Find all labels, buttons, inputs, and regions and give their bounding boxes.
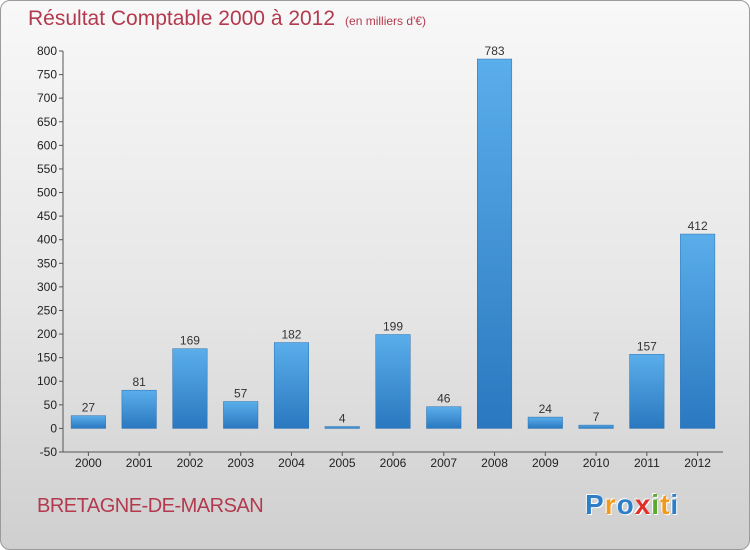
value-label-2000: 27 <box>82 401 96 415</box>
y-tick-label: 150 <box>37 351 57 365</box>
bar-2010 <box>578 424 614 429</box>
value-label-2009: 24 <box>539 402 553 416</box>
bar-2012 <box>680 233 716 429</box>
y-tick-label: 500 <box>37 186 57 200</box>
bar-2001 <box>121 389 157 429</box>
value-label-2007: 46 <box>437 392 451 406</box>
value-label-2005: 4 <box>339 412 346 426</box>
value-labels: 27 81 169 57 182 4 199 46 783 24 7 157 412 <box>82 44 708 426</box>
x-tick-label: 2003 <box>227 456 254 470</box>
x-tick-label: 2001 <box>126 456 153 470</box>
y-tick-label: 50 <box>44 398 58 412</box>
value-label-2004: 182 <box>281 328 301 342</box>
logo-letter: r <box>604 489 617 520</box>
logo-letter: P <box>585 489 605 520</box>
proxiti-logo: Proxiti <box>585 489 679 521</box>
x-tick-label: 2000 <box>75 456 102 470</box>
bar-2006 <box>375 334 411 429</box>
value-label-2011: 157 <box>637 339 657 353</box>
bar-2004 <box>273 342 309 429</box>
y-tick-label: 400 <box>37 233 57 247</box>
y-tick-label: 100 <box>37 374 57 388</box>
commune-name: BRETAGNE-DE-MARSAN <box>37 495 264 517</box>
bar-2005 <box>324 426 360 429</box>
value-label-2001: 81 <box>132 375 146 389</box>
x-tick-label: 2007 <box>430 456 457 470</box>
y-tick-label: -50 <box>40 445 58 459</box>
x-tick-label: 2010 <box>583 456 610 470</box>
chart-title: Résultat Comptable 2000 à 2012 (en millie… <box>28 7 426 31</box>
bar-2007 <box>426 406 462 429</box>
x-tick-label: 2002 <box>177 456 204 470</box>
logo-letter: i <box>670 489 680 520</box>
value-label-2008: 783 <box>485 44 505 58</box>
value-label-2012: 412 <box>688 219 708 233</box>
value-label-2002: 169 <box>180 334 200 348</box>
x-tick-label: 2005 <box>329 456 356 470</box>
bars <box>70 58 716 429</box>
logo-letter: i <box>651 489 661 520</box>
y-tick-label: 550 <box>37 162 57 176</box>
x-tick-label: 2004 <box>278 456 305 470</box>
y-tick-label: 0 <box>50 421 57 435</box>
bar-2000 <box>70 415 106 429</box>
chart-title-text: Résultat Comptable 2000 à 2012 <box>28 7 336 30</box>
bar-2008 <box>477 58 513 429</box>
bar-2011 <box>629 354 665 429</box>
logo-letter: o <box>616 489 635 520</box>
y-tick-label: 250 <box>37 303 57 317</box>
y-tick-label: 200 <box>37 327 57 341</box>
y-tick-label: 800 <box>37 44 57 58</box>
y-tick-label: 300 <box>37 280 57 294</box>
logo-letter: t <box>660 489 671 520</box>
y-tick-label: 600 <box>37 138 57 152</box>
value-label-2010: 7 <box>593 410 600 424</box>
chart-subtitle: (en milliers d'€) <box>345 14 427 28</box>
x-tick-label: 2012 <box>684 456 711 470</box>
value-label-2003: 57 <box>234 387 248 401</box>
bar-2009 <box>527 416 563 429</box>
bar-2003 <box>223 401 259 429</box>
x-tick-label: 2009 <box>532 456 559 470</box>
logo-letter: x <box>634 489 652 520</box>
y-tick-label: 450 <box>37 209 57 223</box>
y-tick-label: 700 <box>37 91 57 105</box>
y-tick-label: 350 <box>37 256 57 270</box>
y-tick-label: 750 <box>37 68 57 82</box>
value-label-2006: 199 <box>383 320 403 334</box>
x-tick-label: 2006 <box>380 456 407 470</box>
bar-2002 <box>172 348 208 429</box>
x-tick-label: 2011 <box>634 456 660 470</box>
x-tick-label: 2008 <box>481 456 508 470</box>
axes: -50 0 50 100 150 200 250 300 350 400 450 500 550 600 6… <box>37 44 723 470</box>
y-tick-label: 650 <box>37 115 57 129</box>
